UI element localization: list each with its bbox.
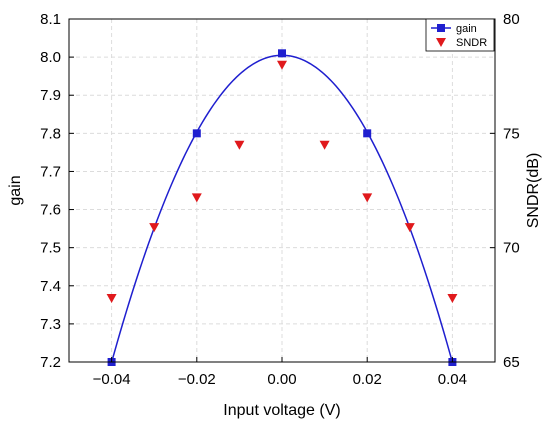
legend-items: gain SNDR [431, 23, 487, 49]
y-tick-label: 8.0 [40, 49, 61, 66]
sndr-point [149, 223, 160, 233]
y2-axis-title: SNDR(dB) [525, 153, 542, 229]
legend-sndr-marker [436, 38, 446, 47]
gain-point [192, 129, 201, 138]
x-axis-title: Input voltage (V) [223, 402, 340, 419]
legend-gain-marker [437, 24, 445, 32]
legend-gain-label: gain [456, 23, 477, 35]
gain-point [363, 129, 372, 138]
legend-sndr-label: SNDR [456, 37, 487, 49]
y-tick-label: 7.4 [40, 278, 61, 295]
sndr-point [319, 140, 330, 150]
sndr-point [234, 140, 245, 150]
y2-tick-label: 80 [503, 11, 520, 28]
y-tick-label: 8.1 [40, 11, 61, 28]
y-tick-label: 7.9 [40, 87, 61, 104]
y-tick-label: 7.6 [40, 202, 61, 219]
x-tick-label: 0.02 [353, 371, 382, 388]
y-tick-label: 7.7 [40, 163, 61, 180]
y2-tick-label: 65 [503, 354, 520, 371]
legend: gain SNDR [425, 18, 495, 52]
y-tick-label: 7.8 [40, 125, 61, 142]
x-tick-label: −0.04 [93, 371, 131, 388]
y-tick-label: 7.5 [40, 240, 61, 257]
y-tick-label: 7.3 [40, 316, 61, 333]
x-tick-label: 0.00 [267, 371, 296, 388]
y-tick-label: 7.2 [40, 354, 61, 371]
sndr-point [404, 223, 415, 233]
sndr-point [277, 60, 287, 70]
grid [69, 18, 495, 363]
gain-point [278, 49, 286, 58]
y2-tick-label: 70 [503, 240, 520, 257]
sndr-point [191, 193, 202, 203]
y-axis-title: gain [7, 175, 24, 205]
sndr-point [447, 293, 458, 303]
y2-tick-label: 75 [503, 125, 520, 142]
axis-ticks: −0.04 −0.02 0.00 0.02 0.04 7.2 7.3 7.4 7.5 7.6 7.7… [40, 11, 520, 388]
sndr-point [362, 193, 373, 203]
x-tick-label: −0.02 [178, 371, 216, 388]
x-tick-label: 0.04 [438, 371, 467, 388]
sndr-point [106, 293, 117, 303]
